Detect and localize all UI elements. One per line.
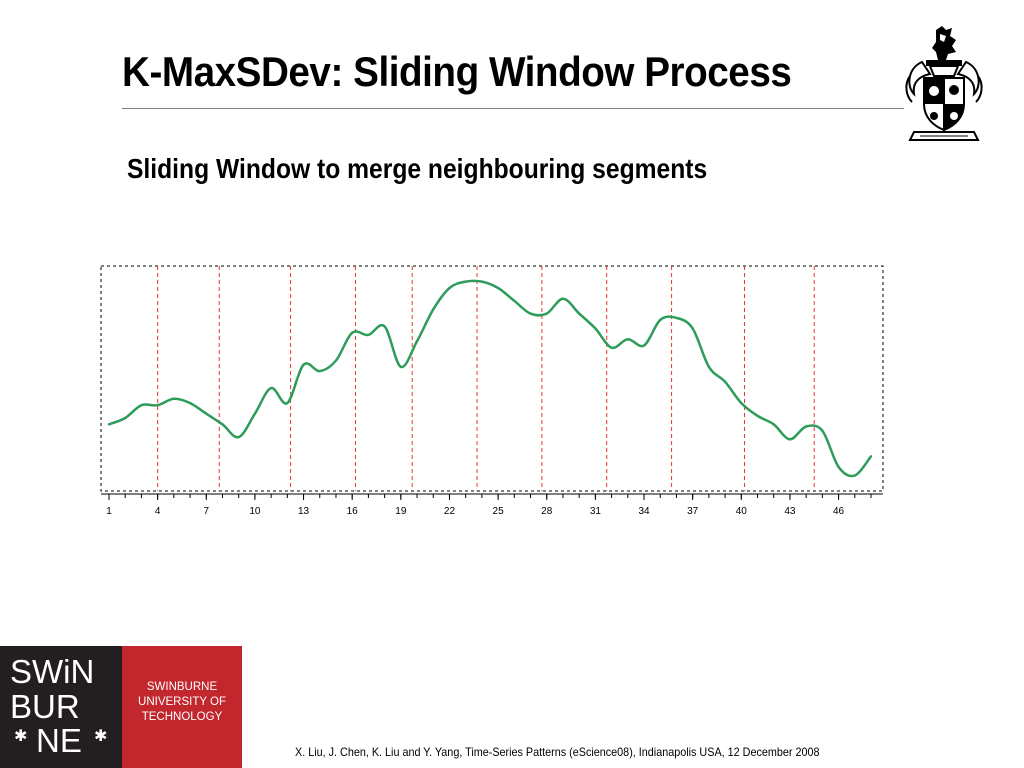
logo-university-line-3: TECHNOLOGY [141, 711, 223, 723]
data-point [869, 455, 873, 458]
data-point [659, 318, 662, 322]
x-tick-label: 19 [395, 506, 407, 517]
plot-frame [100, 265, 884, 492]
data-point [205, 412, 208, 415]
x-tick-label: 46 [833, 506, 845, 517]
logo-university-line-2: UNIVERSITY OF [138, 696, 226, 708]
logo-line-3: NE [36, 722, 82, 759]
swinburne-logo-text: SWINBURNE UNIVERSITY OF TECHNOLOGY [122, 646, 242, 768]
x-tick-label: 25 [493, 506, 505, 517]
data-point [577, 312, 581, 315]
x-tick-label: 40 [736, 506, 748, 517]
data-point [837, 465, 840, 469]
x-tick-label: 28 [541, 506, 553, 517]
coat-of-arms-icon [905, 26, 983, 141]
data-point [302, 363, 305, 366]
data-point [788, 438, 792, 441]
data-point [415, 340, 419, 343]
x-tick-label: 43 [784, 506, 796, 517]
data-point [399, 365, 403, 369]
data-point [772, 423, 775, 426]
data-point [529, 312, 532, 315]
logo-line-2: BUR [10, 688, 80, 725]
slide-subtitle: Sliding Window to merge neighbouring seg… [127, 153, 708, 184]
logo-line-1: SWiN [10, 653, 95, 690]
data-point [140, 403, 143, 407]
data-point [853, 474, 856, 477]
x-tick-label: 34 [638, 506, 650, 517]
data-point [269, 386, 273, 390]
data-point [107, 423, 111, 426]
logo-asterisk-left-icon: ✱ [14, 728, 28, 745]
data-point [804, 425, 808, 428]
data-point [610, 346, 613, 349]
x-tick-label: 10 [249, 506, 261, 517]
data-point [642, 344, 646, 347]
x-tick-label: 37 [687, 506, 699, 517]
data-point [594, 327, 597, 330]
data-point [237, 435, 240, 439]
data-point [626, 337, 630, 341]
data-point [318, 369, 321, 373]
data-point [464, 280, 467, 283]
data-point [448, 286, 451, 290]
data-point [496, 286, 500, 290]
data-point [723, 380, 727, 383]
data-point [545, 312, 548, 315]
slide-title: K-MaxSDev: Sliding Window Process [122, 48, 792, 95]
data-point [253, 412, 257, 415]
data-point [513, 299, 516, 303]
data-point [221, 423, 224, 426]
data-point [334, 359, 338, 362]
data-point [188, 401, 192, 405]
data-point [124, 416, 127, 420]
data-point [756, 414, 759, 418]
data-point [432, 308, 435, 311]
data-point [172, 397, 176, 400]
slide-footer-citation: X. Liu, J. Chen, K. Liu and Y. Yang, Tim… [295, 745, 820, 759]
x-tick-label: 4 [155, 506, 161, 517]
data-point [480, 280, 484, 283]
x-tick-label: 22 [444, 506, 456, 517]
data-point [675, 316, 678, 320]
x-tick-label: 31 [590, 506, 602, 517]
data-point [156, 403, 159, 407]
data-point [383, 325, 386, 328]
title-divider [122, 108, 904, 109]
data-point [691, 327, 694, 330]
series-line-1 [108, 279, 872, 478]
data-point [286, 401, 289, 405]
data-point [740, 401, 743, 405]
logo-asterisk-right-icon: ✱ [94, 728, 108, 745]
data-point [350, 331, 354, 334]
data-point [367, 333, 370, 337]
data-point [561, 297, 565, 300]
data-point [707, 365, 711, 369]
data-point [821, 429, 824, 432]
x-tick-label: 7 [203, 506, 209, 517]
x-tick-label: 16 [347, 506, 359, 517]
swinburne-logo-mark: SWiN BUR ✱ NE ✱ [0, 646, 122, 768]
x-tick-label: 13 [298, 506, 310, 517]
x-tick-label: 1 [106, 506, 112, 517]
logo-university-line-1: SWINBURNE [146, 681, 218, 693]
